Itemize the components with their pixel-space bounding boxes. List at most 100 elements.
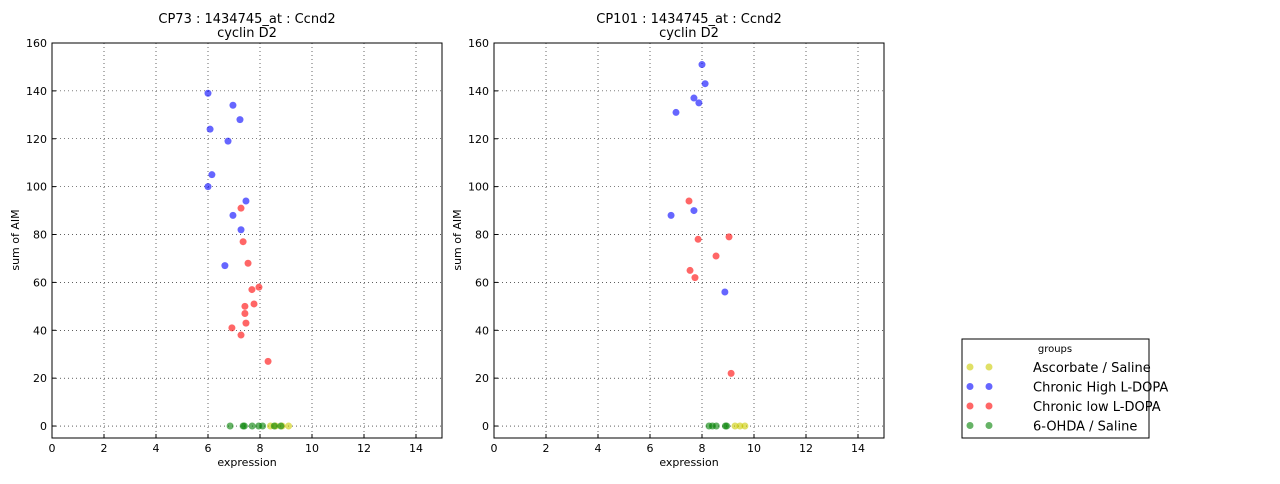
plot-title: CP73 : 1434745_at : Ccnd2 [158, 12, 335, 27]
x-tick-label: 4 [153, 442, 160, 455]
legend-entry: 6-OHDA / Saline [1033, 420, 1137, 435]
y-axis-label: sum of AIM [451, 209, 464, 270]
legend-entry: Chronic low L-DOPA [1033, 400, 1161, 415]
data-point [277, 422, 285, 430]
legend-marker [966, 422, 974, 429]
x-tick-label: 2 [101, 442, 108, 455]
legend-box [961, 338, 1150, 439]
x-tick-label: 2 [543, 442, 550, 455]
data-point [741, 422, 749, 430]
x-tick-label: 0 [49, 442, 56, 455]
y-tick-label: 0 [40, 420, 47, 433]
data-point [264, 357, 272, 365]
data-point [686, 266, 694, 274]
data-point [237, 226, 245, 234]
data-point [690, 207, 698, 215]
data-point [721, 288, 729, 296]
x-tick-label: 4 [595, 442, 602, 455]
legend: groups Ascorbate / Saline Chronic High L-… [961, 338, 1168, 439]
x-tick-label: 12 [799, 442, 813, 455]
x-tick-label: 14 [851, 442, 865, 455]
data-point [229, 211, 237, 219]
data-point [236, 116, 244, 124]
data-point [255, 283, 263, 291]
data-point [204, 89, 212, 97]
data-point [237, 331, 245, 339]
plot-title: CP101 : 1434745_at : Ccnd2 [596, 12, 781, 27]
data-point [672, 108, 680, 116]
data-point [285, 422, 293, 430]
x-tick-label: 8 [699, 442, 706, 455]
plot-frame [493, 42, 885, 439]
legend-title: groups [1038, 344, 1072, 355]
x-tick-label: 6 [647, 442, 654, 455]
y-tick-label: 60 [475, 276, 489, 289]
x-tick-label: 14 [409, 442, 423, 455]
data-point [727, 369, 735, 377]
plot-cp101: CP101 : 1434745_at : Ccnd2 cyclin D2 exp… [451, 12, 885, 469]
data-point [698, 61, 706, 69]
plot-frame [51, 42, 443, 439]
data-point [208, 171, 216, 179]
data-point [270, 422, 278, 430]
y-tick-label: 40 [475, 324, 489, 337]
data-point [229, 101, 237, 109]
data-point [667, 211, 675, 219]
data-point [248, 422, 256, 430]
data-point [694, 235, 702, 243]
data-point [248, 286, 256, 294]
data-point [712, 252, 720, 260]
data-point [226, 422, 234, 430]
x-tick-label: 10 [305, 442, 319, 455]
data-point [690, 94, 698, 102]
plot-subtitle: cyclin D2 [217, 26, 277, 41]
legend-marker [966, 383, 974, 390]
data-point [244, 259, 252, 267]
data-point [224, 137, 232, 145]
data-point [239, 238, 247, 246]
data-point [712, 422, 720, 430]
data-point [242, 197, 250, 205]
y-tick-label: 20 [33, 372, 47, 385]
data-point [685, 197, 693, 205]
y-axis-label: sum of AIM [9, 209, 22, 270]
legend-marker [985, 363, 993, 371]
x-axis-label: expression [217, 456, 276, 469]
x-tick-label: 0 [491, 442, 498, 455]
data-point [701, 80, 709, 88]
x-tick-label: 12 [357, 442, 371, 455]
y-tick-label: 140 [468, 85, 489, 98]
y-tick-label: 100 [26, 181, 47, 194]
y-tick-label: 80 [475, 229, 489, 242]
y-tick-label: 120 [26, 133, 47, 146]
data-point [691, 274, 699, 282]
x-axis-label: expression [659, 456, 718, 469]
data-point [242, 319, 250, 327]
y-tick-label: 100 [468, 181, 489, 194]
y-tick-label: 40 [33, 324, 47, 337]
data-point [241, 310, 249, 318]
legend-marker [985, 402, 993, 410]
y-tick-label: 160 [26, 37, 47, 50]
y-tick-label: 60 [33, 276, 47, 289]
data-point [736, 422, 744, 430]
data-point [228, 324, 236, 332]
y-tick-label: 0 [482, 420, 489, 433]
y-tick-label: 140 [26, 85, 47, 98]
data-point [240, 422, 248, 430]
legend-entry: Chronic High L-DOPA [1033, 381, 1168, 396]
data-point [250, 300, 258, 308]
data-point [723, 422, 731, 430]
legend-marker [966, 402, 974, 410]
data-point [204, 183, 212, 191]
x-tick-label: 10 [747, 442, 761, 455]
data-point [221, 262, 229, 270]
x-tick-label: 8 [257, 442, 264, 455]
data-point [237, 204, 245, 212]
data-point [206, 125, 214, 133]
plot-subtitle: cyclin D2 [659, 26, 719, 41]
legend-entry: Ascorbate / Saline [1033, 361, 1151, 376]
data-point [725, 233, 733, 241]
legend-marker [985, 383, 993, 390]
